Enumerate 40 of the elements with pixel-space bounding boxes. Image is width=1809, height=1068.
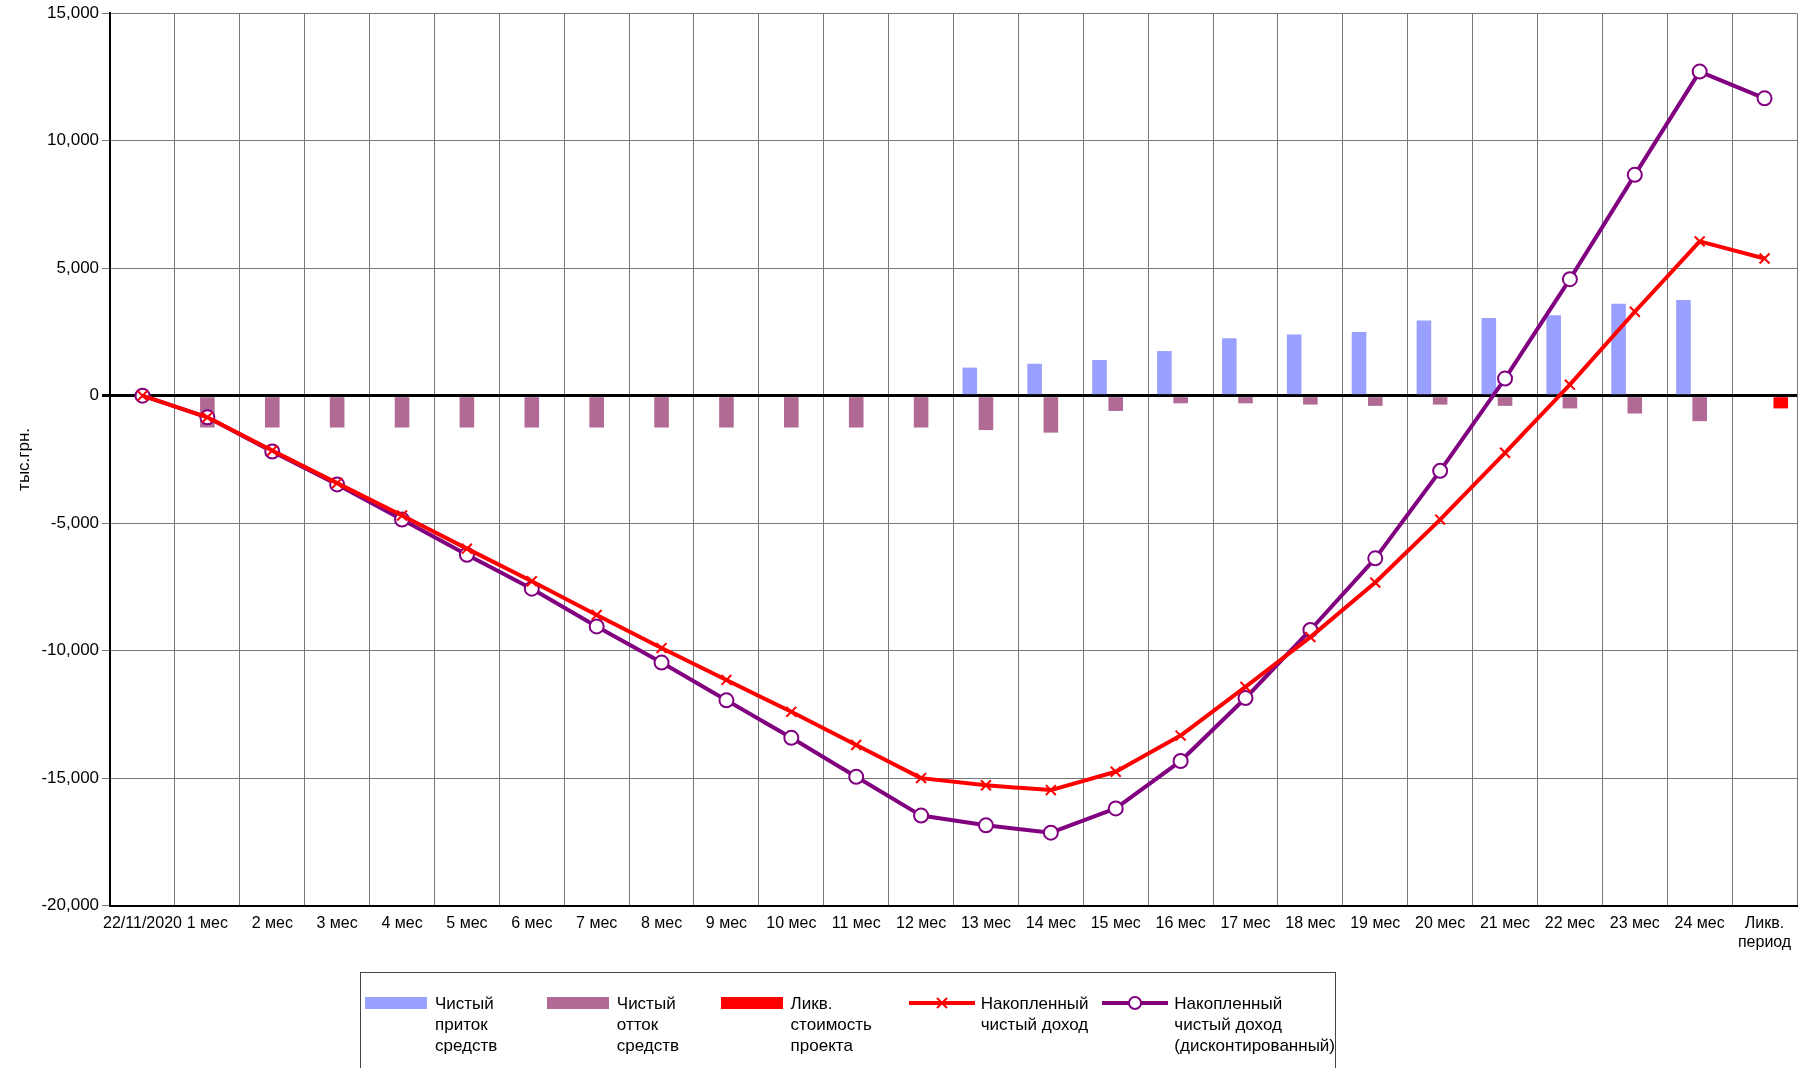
x-tick-label: 21 мес — [1479, 913, 1531, 931]
y-tick-label: 15,000 — [47, 2, 100, 22]
x-tick-label: 1 мес — [186, 913, 229, 931]
y-tick-label: -15,000 — [41, 767, 100, 787]
x-tick-label: 17 мес — [1220, 913, 1271, 931]
x-tick-label: 22 мес — [1544, 913, 1595, 931]
x-tick-label: 13 мес — [960, 913, 1012, 931]
x-tick-label: 22/11/2020 — [103, 913, 183, 931]
x-tick-label: 14 мес — [1025, 913, 1076, 931]
x-tick-label: 20 мес — [1415, 913, 1466, 931]
y-axis-title: тыс.грн. — [13, 427, 33, 491]
x-tick-label: 6 мес — [511, 913, 553, 931]
x-tick-label: 12 мес — [896, 913, 947, 931]
legend-label: Накопленный чистый доход (дисконтированный) — [1174, 993, 1336, 1056]
x-tick-label: 24 мес — [1674, 913, 1725, 931]
x-tick-label: 19 мес — [1350, 913, 1401, 931]
x-tick-label: 11 мес — [831, 913, 881, 931]
x-tick-label: Ликв. период — [1737, 913, 1792, 950]
legend-label: Ликв. стоимость проекта — [790, 993, 873, 1056]
y-tick-label: 0 — [89, 385, 100, 405]
legend-label: Чистый отток средств — [616, 993, 681, 1056]
x-tick-label: 8 мес — [640, 913, 683, 931]
y-tick-label: -20,000 — [41, 895, 100, 915]
x-tick-label: 16 мес — [1155, 913, 1206, 931]
x-tick-label: 15 мес — [1090, 913, 1141, 931]
legend-label: Чистый приток средств — [435, 993, 499, 1056]
y-tick-label: -10,000 — [41, 640, 100, 660]
x-tick-label: 18 мес — [1285, 913, 1336, 931]
y-tick-label: 10,000 — [47, 130, 100, 150]
x-tick-label: 4 мес — [381, 913, 423, 931]
x-tick-label: 10 мес — [766, 913, 817, 931]
x-tick-label: 3 мес — [316, 913, 358, 931]
x-tick-label: 9 мес — [705, 913, 748, 931]
x-tick-label: 5 мес — [446, 913, 488, 931]
y-tick-label: 5,000 — [56, 257, 100, 277]
legend-label: Накопленный чистый доход — [980, 993, 1090, 1035]
x-tick-label: 7 мес — [576, 913, 618, 931]
x-tick-label: 23 мес — [1609, 913, 1660, 931]
y-tick-label: -5,000 — [50, 512, 100, 532]
x-tick-label: 2 мес — [251, 913, 293, 931]
